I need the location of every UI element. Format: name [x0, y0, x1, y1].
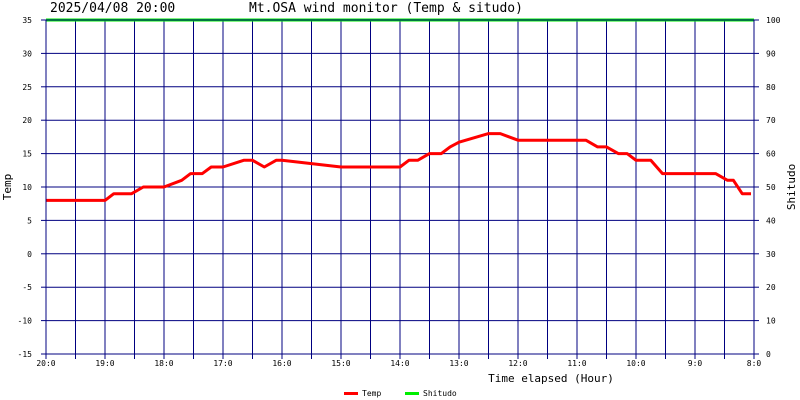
- y2-tick-label: 60: [766, 150, 776, 159]
- timestamp: 2025/04/08 20:00: [50, 1, 176, 16]
- y-tick-label: -5: [22, 283, 32, 292]
- x-tick-label: 12:0: [508, 359, 527, 368]
- y2-tick-label: 10: [766, 317, 776, 326]
- y-tick-label: 30: [22, 49, 32, 58]
- y-tick-label: 25: [22, 83, 32, 92]
- y2-tick-label: 80: [766, 83, 776, 92]
- y2-tick-label: 30: [766, 250, 776, 259]
- y-axis-title: Temp: [1, 174, 14, 201]
- legend-swatch-shitudo: [405, 392, 419, 395]
- y2-tick-label: 40: [766, 216, 776, 225]
- x-tick-label: 17:0: [213, 359, 232, 368]
- chart-title: Mt.OSA wind monitor (Temp & situdo): [249, 1, 523, 16]
- legend-label-shitudo: Shitudo: [423, 389, 457, 398]
- y2-tick-label: 70: [766, 116, 776, 125]
- y-tick-label: 10: [22, 183, 32, 192]
- legend-swatch-temp: [344, 392, 358, 395]
- legend-item-temp: Temp: [344, 389, 381, 398]
- y2-axis-title: Shitudo: [785, 164, 798, 210]
- plot-frame: [45, 19, 755, 355]
- y2-tick-label: 50: [766, 183, 776, 192]
- y-tick-label: -10: [18, 317, 33, 326]
- y-tick-label: 0: [27, 250, 32, 259]
- x-tick-label: 10:0: [626, 359, 645, 368]
- x-axis-title: Time elapsed (Hour): [488, 372, 614, 385]
- y-tick-label: -15: [18, 350, 33, 359]
- y2-tick-label: 0: [766, 350, 771, 359]
- x-tick-label: 8:0: [747, 359, 762, 368]
- x-tick-label: 16:0: [272, 359, 291, 368]
- y-tick-label: 15: [22, 150, 32, 159]
- legend-item-shitudo: Shitudo: [405, 389, 457, 398]
- x-tick-label: 14:0: [390, 359, 409, 368]
- y-tick-label: 20: [22, 116, 32, 125]
- x-tick-label: 11:0: [567, 359, 586, 368]
- y-tick-label: 35: [22, 16, 32, 25]
- x-tick-label: 9:0: [688, 359, 703, 368]
- legend-label-temp: Temp: [362, 389, 382, 398]
- x-tick-label: 13:0: [449, 359, 468, 368]
- x-tick-label: 20:0: [36, 359, 55, 368]
- x-tick-label: 19:0: [95, 359, 114, 368]
- x-tick-label: 18:0: [154, 359, 173, 368]
- y2-tick-label: 100: [766, 16, 781, 25]
- y-tick-label: 5: [27, 216, 32, 225]
- y2-tick-label: 90: [766, 49, 776, 58]
- y2-tick-label: 20: [766, 283, 776, 292]
- x-tick-label: 15:0: [331, 359, 350, 368]
